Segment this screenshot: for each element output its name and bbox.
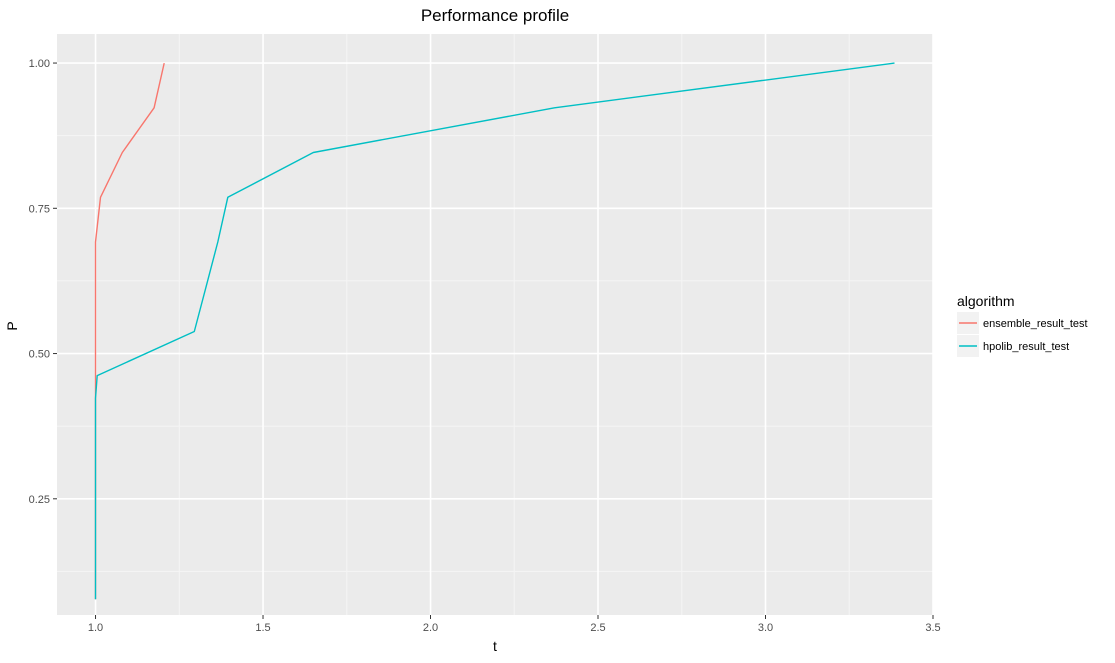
x-tick-label: 1.5: [255, 622, 270, 634]
x-axis-ticks: 1.0 1.5 2.0 2.5 3.0 3.5: [88, 615, 941, 634]
minor-grid-lines: [57, 34, 933, 615]
x-tick-label: 2.0: [423, 622, 438, 634]
legend-title: algorithm: [957, 293, 1015, 309]
legend-label-hpolib_result_test: hpolib_result_test: [983, 341, 1069, 353]
series-layer: [94, 62, 895, 600]
y-tick-label: 0.75: [29, 203, 50, 215]
chart-title: Performance profile: [421, 6, 569, 25]
x-tick-label: 3.5: [925, 622, 940, 634]
x-axis-title: t: [493, 638, 497, 654]
y-tick-label: 1.00: [29, 58, 50, 70]
series-line-hpolib_result_test: [94, 62, 895, 600]
y-tick-label: 0.50: [29, 349, 50, 361]
plot-panel-background: [57, 34, 933, 615]
legend-label-ensemble_result_test: ensemble_result_test: [983, 318, 1088, 330]
legend: algorithm ensemble_result_test hpolib_res…: [957, 293, 1088, 357]
y-axis-title: P: [4, 321, 20, 330]
x-tick-label: 1.0: [88, 622, 103, 634]
y-tick-label: 0.25: [29, 494, 50, 506]
legend-items: ensemble_result_test hpolib_result_test: [957, 312, 1088, 357]
x-tick-label: 2.5: [590, 622, 605, 634]
x-tick-label: 3.0: [758, 622, 773, 634]
y-axis-ticks: 0.25 0.50 0.75 1.00: [29, 58, 57, 506]
